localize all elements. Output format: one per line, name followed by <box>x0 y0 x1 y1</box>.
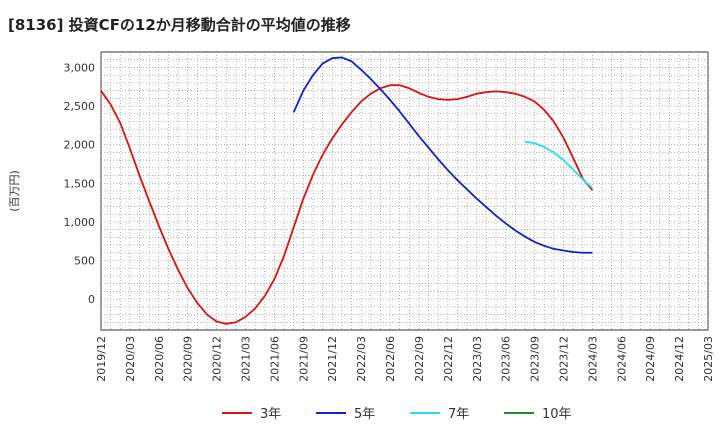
legend-label: 7年 <box>448 407 469 422</box>
x-tick-label: 2023/12 <box>557 336 570 382</box>
y-tick-label: 3,000 <box>64 61 96 74</box>
y-tick-label: 0 <box>88 293 95 306</box>
y-axis-title: (百万円) <box>8 170 21 212</box>
x-tick-label: 2022/03 <box>355 336 368 382</box>
y-tick-label: 500 <box>74 255 95 268</box>
x-tick-label: 2019/12 <box>95 336 108 382</box>
series-line-7年 <box>524 140 593 189</box>
x-tick-label: 2024/06 <box>615 336 628 382</box>
series-line-3年 <box>100 84 594 325</box>
x-tick-label: 2023/06 <box>500 336 513 382</box>
x-tick-label: 2024/03 <box>586 336 599 382</box>
x-tick-label: 2020/12 <box>211 336 224 382</box>
x-tick-label: 2020/09 <box>182 336 195 382</box>
x-tick-label: 2021/09 <box>297 336 310 382</box>
x-tick-label: 2025/03 <box>702 336 715 382</box>
x-tick-label: 2021/03 <box>240 336 253 382</box>
x-tick-label: 2021/06 <box>268 336 281 382</box>
y-tick-label: 2,500 <box>64 100 96 113</box>
x-tick-label: 2020/03 <box>124 336 137 382</box>
x-tick-label: 2022/06 <box>384 336 397 382</box>
x-tick-label: 2023/09 <box>529 336 542 382</box>
x-tick-label: 2024/09 <box>644 336 657 382</box>
chart-title: [8136] 投資CFの12か月移動合計の平均値の推移 <box>8 16 351 34</box>
y-tick-label: 2,000 <box>64 139 96 152</box>
x-tick-label: 2021/12 <box>326 336 339 382</box>
y-tick-label: 1,500 <box>64 177 96 190</box>
legend-label: 10年 <box>542 407 572 422</box>
legend-label: 3年 <box>260 407 281 422</box>
series-line-5年 <box>292 56 593 254</box>
x-tick-label: 2020/06 <box>153 336 166 382</box>
legend-label: 5年 <box>354 407 375 422</box>
y-tick-label: 1,000 <box>64 216 96 229</box>
x-tick-label: 2022/12 <box>442 336 455 382</box>
x-tick-label: 2024/12 <box>673 336 686 382</box>
x-tick-label: 2023/03 <box>471 336 484 382</box>
x-tick-label: 2022/09 <box>413 336 426 382</box>
